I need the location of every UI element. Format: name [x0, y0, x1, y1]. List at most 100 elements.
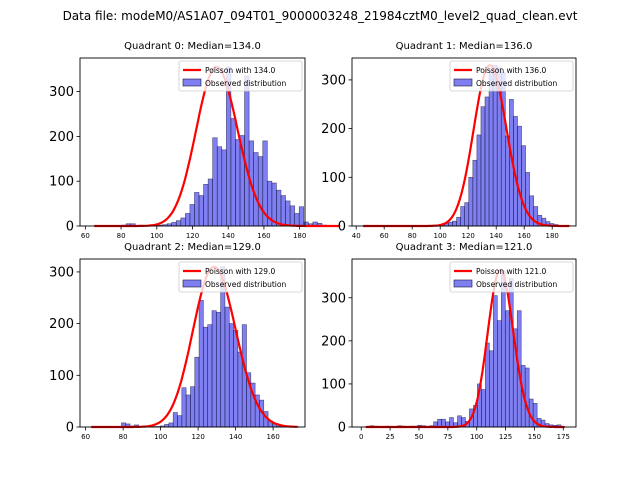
y-tick-label: 0	[338, 421, 346, 436]
histogram-bar	[481, 389, 486, 428]
histogram-bar	[448, 221, 453, 227]
y-tick-label: 300	[49, 85, 74, 100]
histogram-bar	[211, 310, 217, 428]
histogram-bar	[441, 418, 446, 428]
legend-label-poisson: Poisson with 129.0	[205, 267, 275, 276]
histogram-bar	[189, 204, 195, 227]
histogram-bar	[464, 202, 470, 227]
histogram-bar	[233, 330, 239, 428]
histogram-bar	[177, 415, 183, 428]
legend-label-observed: Observed distribution	[205, 79, 286, 88]
histogram-bar	[237, 351, 243, 428]
axes-frame	[351, 258, 577, 428]
subplot-quadrant-1: Quadrant 1: Median=136.0 40 60 80 100 120 140 1…	[321, 41, 577, 240]
histogram-bar	[175, 220, 182, 227]
y-tick-label: 300	[49, 265, 74, 280]
legend-label-observed: Observed distribution	[205, 280, 286, 289]
legend-label-poisson: Poisson with 121.0	[476, 267, 546, 276]
histogram-bar	[230, 118, 236, 227]
histogram-bar	[203, 184, 209, 227]
histogram-bar	[212, 137, 218, 227]
y-tick-label: 200	[321, 122, 346, 137]
histogram-bar	[480, 106, 486, 227]
histogram-bar	[276, 189, 282, 227]
histogram-bar	[185, 394, 191, 428]
histogram-bar	[517, 125, 522, 227]
x-tick-label: 175	[557, 433, 570, 441]
histogram-bar	[449, 417, 454, 428]
legend-box	[449, 60, 574, 92]
y-tick-label: 300	[321, 73, 346, 88]
histogram-bar	[529, 195, 535, 227]
x-tick-label: 100	[470, 433, 483, 441]
subplot-quadrant-0: Quadrant 0: Median=134.0 60 80 100 120 140 160…	[49, 41, 341, 240]
histogram-bar	[285, 200, 291, 227]
figure-title: Data file: modeM0/AS1A07_094T01_90000032…	[62, 9, 578, 23]
x-tick-label: 80	[117, 232, 126, 240]
x-tick-label: 120	[462, 232, 475, 240]
histogram-bar	[216, 311, 221, 428]
histogram-bar	[484, 96, 490, 227]
x-tick-label: 25	[386, 433, 395, 441]
axes-frame	[79, 258, 306, 428]
histogram-bar	[289, 205, 295, 227]
x-tick-label: 140	[490, 232, 503, 240]
histogram-bar	[500, 72, 506, 227]
histogram-bar	[489, 350, 494, 428]
x-tick-label: 60	[81, 232, 90, 240]
y-tick-label: 300	[321, 291, 346, 306]
x-tick-label: 180	[546, 232, 559, 240]
x-tick-label: 75	[443, 433, 452, 441]
y-tick-label: 200	[49, 130, 74, 145]
x-tick-label: 80	[408, 232, 417, 240]
histogram-bar	[488, 69, 494, 227]
y-tick-label: 100	[321, 171, 346, 186]
x-tick-label: 0	[359, 433, 363, 441]
histogram-bar	[207, 324, 213, 428]
x-tick-label: 40	[352, 232, 361, 240]
histogram-bar	[228, 323, 234, 428]
x-tick-label: 100	[154, 433, 167, 441]
x-tick-label: 160	[266, 433, 279, 441]
legend-label-poisson: Poisson with 136.0	[476, 66, 546, 75]
x-tick-label: 120	[191, 433, 204, 441]
legend-bar-swatch	[182, 279, 202, 288]
subplot-title: Quadrant 0: Median=134.0	[124, 41, 261, 52]
histogram-bar	[257, 156, 264, 227]
legend-bar-swatch	[453, 279, 473, 288]
histogram-bar	[504, 135, 510, 227]
histogram-bar	[468, 177, 474, 227]
legend-label-poisson: Poisson with 134.0	[205, 66, 275, 75]
histogram-bar	[294, 213, 300, 227]
legend-label-observed: Observed distribution	[476, 79, 557, 88]
x-tick-label: 160	[257, 232, 270, 240]
histogram-bar	[500, 270, 506, 428]
histogram-bar	[280, 195, 286, 227]
histogram-bar	[168, 422, 174, 428]
axes-frame	[351, 57, 577, 227]
y-tick-label: 100	[321, 377, 346, 392]
x-tick-label: 50	[415, 433, 424, 441]
x-tick-label: 140	[229, 433, 242, 441]
x-tick-label: 180	[293, 232, 306, 240]
subplot-title: Quadrant 2: Median=129.0	[124, 242, 261, 253]
histogram-bar	[190, 386, 196, 428]
histogram-bar	[452, 220, 457, 227]
histogram-bar	[521, 145, 526, 227]
histogram-bar	[221, 149, 227, 227]
histogram-bar	[194, 356, 200, 428]
x-tick-label: 60	[380, 232, 389, 240]
y-tick-label: 100	[49, 369, 74, 384]
legend-bar-swatch	[182, 78, 202, 87]
histogram-bar	[244, 75, 250, 227]
histogram-bar	[181, 387, 187, 428]
histogram-bar	[504, 310, 510, 428]
histogram-bar	[171, 222, 177, 227]
histogram-bar	[485, 342, 490, 428]
histogram-bar	[185, 213, 191, 227]
legend-box	[178, 60, 303, 92]
x-tick-label: 150	[528, 433, 541, 441]
subplot-quadrant-3: Quadrant 3: Median=121.0 0 25 50 75 100 125 150…	[321, 242, 577, 441]
legend-box	[449, 261, 574, 293]
